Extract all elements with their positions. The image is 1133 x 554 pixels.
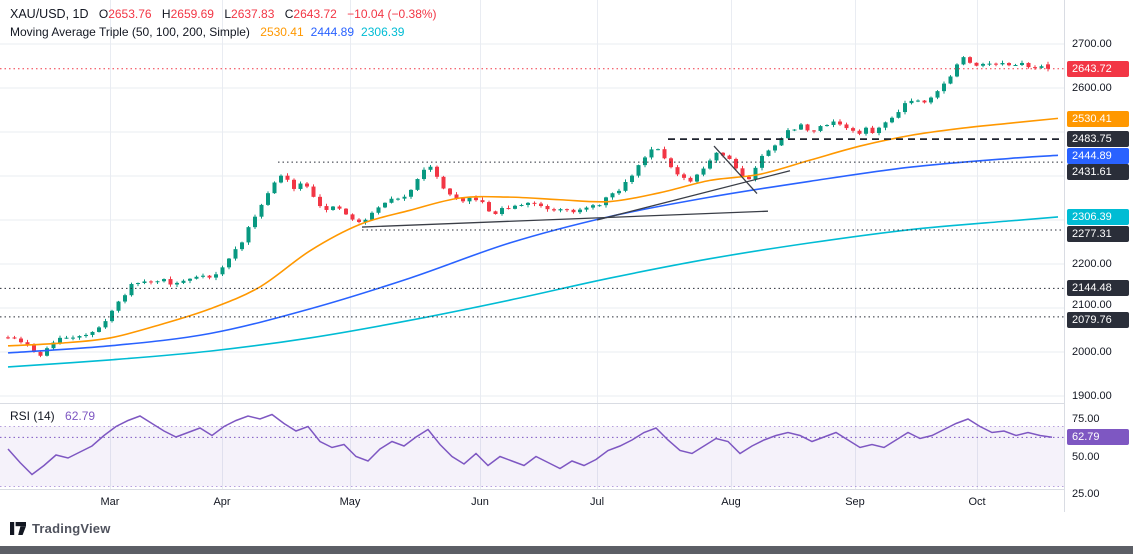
open-label: O bbox=[98, 7, 109, 21]
time-axis[interactable]: Mar Apr May Jun Jul Aug Sep Oct bbox=[0, 490, 1064, 512]
close-value: 2643.72 bbox=[293, 7, 337, 21]
month-label-jul: Jul bbox=[589, 496, 605, 508]
price-axis-label: 2000.00 bbox=[1072, 346, 1112, 358]
pane-separator-rsi-timeaxis[interactable] bbox=[0, 489, 1133, 490]
high-label: H bbox=[161, 7, 171, 21]
high-value: 2659.69 bbox=[170, 7, 214, 21]
price-badge: 2277.31 bbox=[1067, 225, 1129, 242]
rsi-axis-label: 50.00 bbox=[1072, 450, 1100, 463]
ma-value: 2530.41 bbox=[260, 25, 304, 39]
close-label: C bbox=[284, 7, 294, 21]
rsi-value-badge: 62.79 bbox=[1067, 429, 1129, 446]
low-label: L bbox=[224, 7, 232, 21]
price-badge: 2444.89 bbox=[1067, 148, 1129, 165]
tradingview-logo[interactable]: TradingView bbox=[10, 521, 111, 536]
month-label-sep: Sep bbox=[845, 496, 865, 508]
ma-value: 2306.39 bbox=[361, 25, 405, 39]
tradingview-logo-text: TradingView bbox=[32, 521, 111, 536]
rsi-title: RSI (14) bbox=[10, 409, 55, 423]
price-axis-label: 1900.00 bbox=[1072, 390, 1112, 402]
price-axis-label: 2200.00 bbox=[1072, 258, 1112, 270]
tradingview-logo-icon bbox=[10, 521, 26, 535]
month-label-aug: Aug bbox=[721, 496, 741, 508]
price-axis[interactable]: 2700.00 2600.00 2200.00 2100.00 2000.00 1900.… bbox=[1064, 0, 1133, 512]
month-label-jun: Jun bbox=[471, 496, 489, 508]
price-badge: 2431.61 bbox=[1067, 164, 1129, 181]
month-label-oct: Oct bbox=[968, 496, 986, 508]
month-label-apr: Apr bbox=[213, 496, 231, 508]
ma-values: 2530.41 2444.89 2306.39 bbox=[253, 25, 404, 39]
price-badge: 2079.76 bbox=[1067, 311, 1129, 328]
legend: XAU/USD, 1D O2653.76 H2659.69 L2637.83 C… bbox=[10, 7, 437, 43]
price-badge: 2483.75 bbox=[1067, 131, 1129, 148]
month-label-may: May bbox=[339, 496, 361, 508]
rsi-value: 62.79 bbox=[65, 409, 96, 423]
price-axis-label: 2100.00 bbox=[1072, 299, 1112, 311]
price-badge: 2530.41 bbox=[1067, 110, 1129, 127]
ma-indicator-title: Moving Average Triple (50, 100, 200, Sim… bbox=[10, 25, 250, 39]
price-axis-label: 2600.00 bbox=[1072, 82, 1112, 94]
chart-canvas[interactable] bbox=[0, 0, 1064, 512]
month-label-mar: Mar bbox=[100, 496, 120, 508]
price-badge: 2306.39 bbox=[1067, 209, 1129, 226]
rsi-legend-row[interactable]: RSI (14) 62.79 bbox=[10, 409, 95, 423]
window-bottom-edge bbox=[0, 546, 1133, 554]
symbol-legend-row[interactable]: XAU/USD, 1D O2653.76 H2659.69 L2637.83 C… bbox=[10, 7, 437, 22]
change-value: −10.04 (−0.38%) bbox=[347, 7, 437, 21]
ma-value: 2444.89 bbox=[310, 25, 355, 39]
price-badge: 2144.48 bbox=[1067, 280, 1129, 297]
ma-legend-row[interactable]: Moving Average Triple (50, 100, 200, Sim… bbox=[10, 25, 437, 40]
open-value: 2653.76 bbox=[108, 7, 152, 21]
price-badge: 2643.72 bbox=[1067, 60, 1129, 77]
symbol-title: XAU/USD, 1D bbox=[10, 7, 89, 21]
pane-separator-main-rsi[interactable] bbox=[0, 403, 1133, 404]
rsi-axis-label: 75.00 bbox=[1072, 413, 1100, 425]
price-axis-label: 2700.00 bbox=[1072, 38, 1112, 50]
rsi-axis-label: 25.00 bbox=[1072, 488, 1100, 500]
low-value: 2637.83 bbox=[231, 7, 275, 21]
